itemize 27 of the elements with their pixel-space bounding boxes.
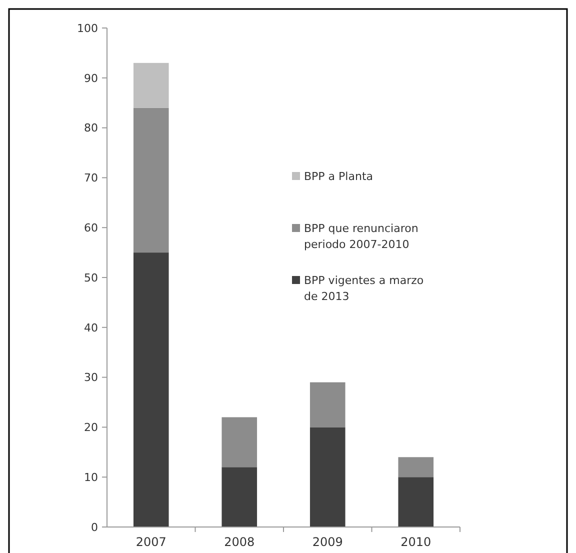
bar [133,252,169,527]
y-tick-label: 30 [84,371,98,384]
x-tick-label: 2008 [224,535,255,549]
y-tick-label: 40 [84,321,98,334]
y-tick-label: 20 [84,421,98,434]
bar [133,108,169,253]
bar [398,477,434,527]
bar [133,62,169,108]
y-tick-label: 10 [84,470,98,484]
bar [222,417,258,468]
bar [310,427,346,527]
y-tick-label: 80 [84,122,98,135]
x-tick-label: 2010 [400,535,432,549]
y-tick-label: 70 [84,172,98,185]
x-tick-label: 2009 [312,535,343,549]
bar [310,382,346,428]
y-tick-label: 90 [84,72,98,85]
y-tick-label: 50 [84,271,98,284]
bar [398,457,434,478]
y-tick-label: 0 [91,520,98,534]
legend-label: BPP vigentes a marzo de 2013 [304,274,424,303]
bar [222,467,258,527]
y-tick-label: 60 [84,221,98,234]
x-tick-label: 2007 [136,535,166,549]
legend-label: BPP que renunciaron periodo 2007-2010 [304,222,418,251]
legend-label: BPP a Planta [304,170,374,183]
y-tick-label: 100 [77,22,98,35]
